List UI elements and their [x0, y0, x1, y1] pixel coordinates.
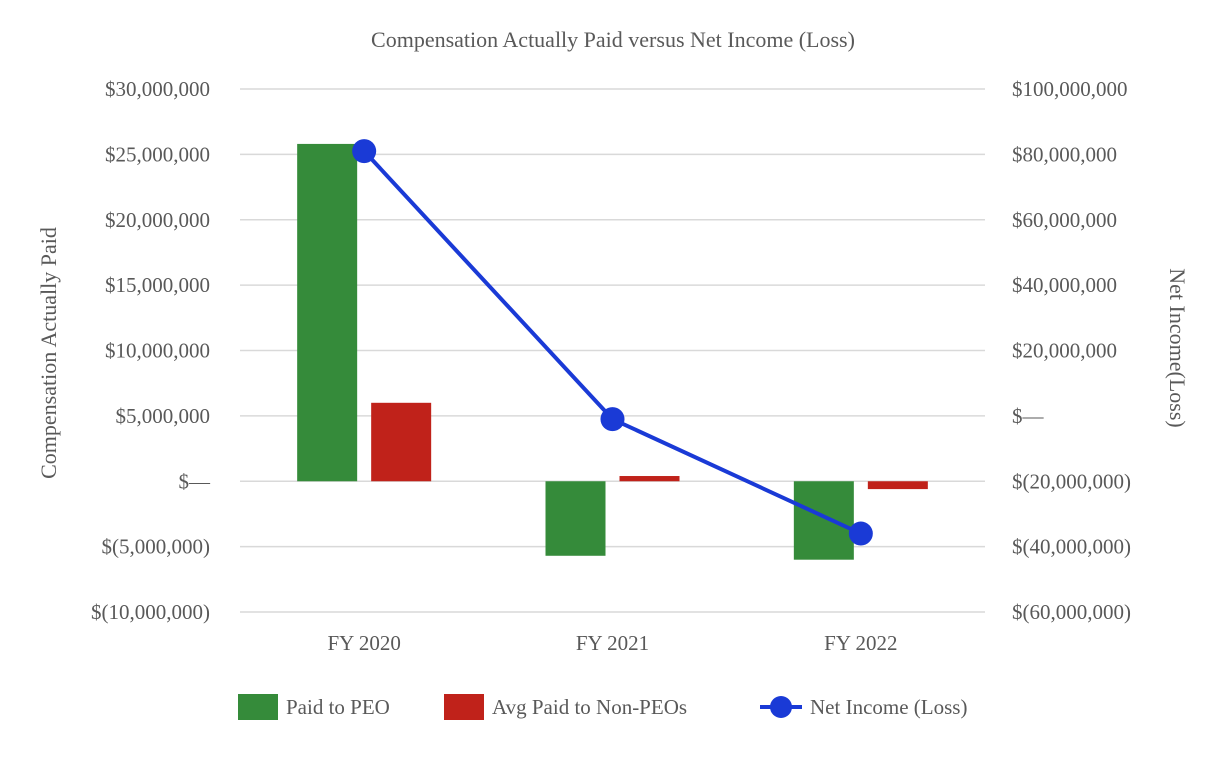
net-income-point [600, 407, 625, 432]
bar-avg-paid-to-non-peos [619, 476, 680, 482]
bar-avg-paid-to-non-peos [371, 402, 432, 482]
y-axis-title: Compensation Actually Paid [36, 227, 61, 479]
y2-tick-label: $20,000,000 [1012, 339, 1117, 363]
bar-paid-to-peo [297, 143, 358, 482]
legend: Paid to PEO Avg Paid to Non-PEOs Net Incom… [238, 694, 967, 720]
y-tick-label: $15,000,000 [105, 273, 210, 297]
y-tick-label: $— [179, 469, 212, 493]
y2-tick-label: $100,000,000 [1012, 77, 1128, 101]
y-tick-label: $25,000,000 [105, 142, 210, 166]
legend-swatch [238, 694, 278, 720]
y2-axis-ticks: $100,000,000 $80,000,000 $60,000,000 $40,00… [1012, 77, 1131, 624]
y2-tick-label: $(40,000,000) [1012, 535, 1131, 559]
net-income-point [352, 139, 377, 164]
legend-label: Net Income (Loss) [810, 695, 967, 719]
y-tick-label: $30,000,000 [105, 77, 210, 101]
bar-avg-paid-to-non-peos [867, 481, 928, 490]
y2-tick-label: $80,000,000 [1012, 142, 1117, 166]
chart-title: Compensation Actually Paid versus Net In… [371, 27, 855, 52]
x-axis-labels: FY 2020 FY 2021 FY 2022 [328, 631, 898, 655]
legend-swatch [444, 694, 484, 720]
y2-tick-label: $60,000,000 [1012, 208, 1117, 232]
y-tick-label: $10,000,000 [105, 339, 210, 363]
net-income-line [362, 149, 862, 536]
bar-paid-to-peo [793, 481, 854, 560]
y2-tick-label: $(20,000,000) [1012, 469, 1131, 493]
y-tick-label: $(5,000,000) [102, 535, 211, 559]
legend-label: Avg Paid to Non-PEOs [492, 695, 687, 719]
line-series [352, 139, 873, 546]
x-tick-label: FY 2021 [576, 631, 649, 655]
y-tick-label: $(10,000,000) [91, 600, 210, 624]
y2-axis-title: Net Income(Loss) [1165, 268, 1190, 427]
x-tick-label: FY 2020 [328, 631, 401, 655]
net-income-point [848, 521, 873, 546]
bar-paid-to-peo [545, 481, 606, 556]
x-tick-label: FY 2022 [824, 631, 897, 655]
y-tick-label: $20,000,000 [105, 208, 210, 232]
y-axis-ticks: $30,000,000 $25,000,000 $20,000,000 $15,000… [91, 77, 211, 624]
y2-tick-label: $40,000,000 [1012, 273, 1117, 297]
y2-tick-label: $— [1012, 404, 1045, 428]
y2-tick-label: $(60,000,000) [1012, 600, 1131, 624]
y-tick-label: $5,000,000 [116, 404, 211, 428]
legend-label: Paid to PEO [286, 695, 390, 719]
bars [297, 143, 928, 560]
legend-swatch-marker [770, 696, 792, 718]
